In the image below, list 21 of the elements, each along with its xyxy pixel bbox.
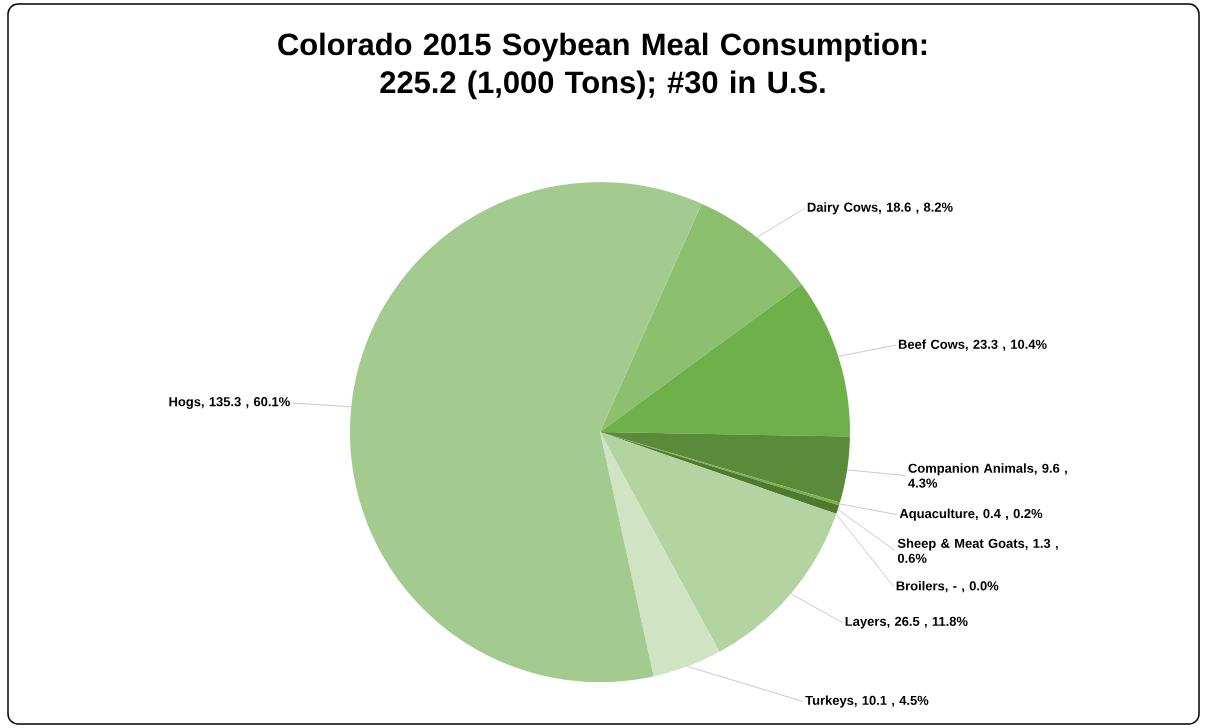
category-label: Broilers (896, 580, 945, 591)
slice-label: Beef Cows (898, 339, 965, 349)
slice-label: Dairy Cows (807, 202, 878, 215)
slice-label: Hogs (169, 397, 201, 409)
slice-label: Aquaculture (899, 508, 975, 521)
slice-label: Layers (845, 616, 887, 629)
text: , 9.6 , (1034, 463, 1067, 475)
text: 0.6% (897, 553, 927, 563)
data-label: , 23.3 , 10.4% (965, 339, 1047, 351)
data-label: , 135.3 , 60.1% (201, 397, 290, 409)
data-label: , 26.5 , 11.8% (887, 616, 968, 628)
text: , 1.3 , (1025, 538, 1058, 550)
slice-label: Turkeys (805, 695, 854, 708)
slice-label: Companion Animals (908, 463, 1034, 476)
slice-label: Sheep & Meat Goats (897, 538, 1025, 551)
text: 4.3% (908, 478, 938, 488)
data-label: , 10.1 , 4.5% (854, 695, 929, 707)
chart-title: Colorado 2015 Soybean Meal Consumption: 225.2 (1,000 Tons); #30 in U.S. (278, 32, 927, 100)
text: , - , 0.0% (945, 581, 999, 593)
data-label: , 18.6 , 8.2% (879, 202, 953, 214)
data-label: , 0.4 , 0.2% (975, 508, 1043, 521)
